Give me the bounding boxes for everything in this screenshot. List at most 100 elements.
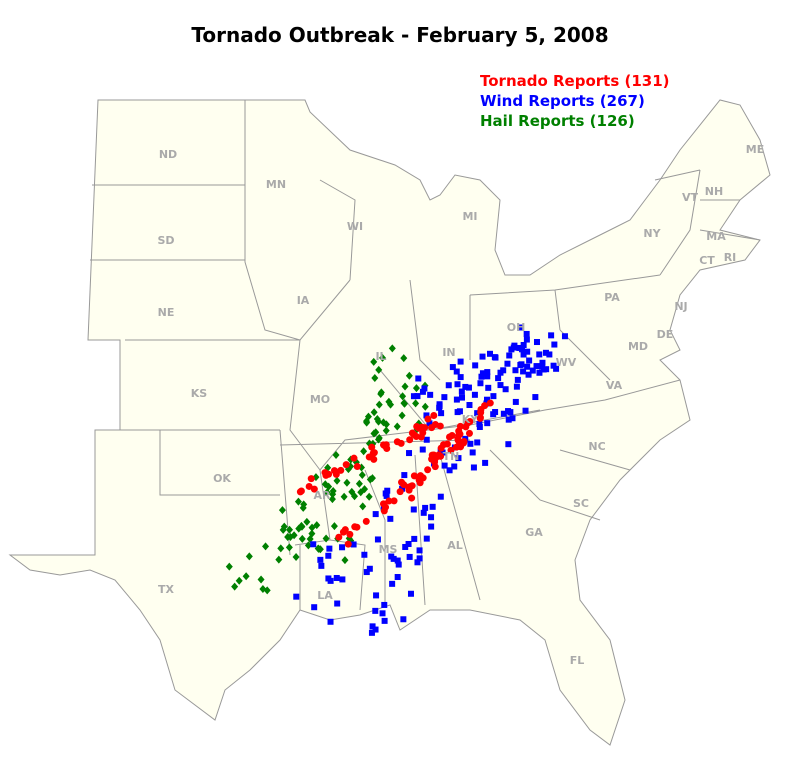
wind-marker	[410, 506, 417, 513]
hail-marker	[388, 344, 396, 353]
hail-marker	[360, 447, 368, 456]
tornado-marker	[353, 523, 361, 531]
wind-marker	[459, 394, 466, 401]
state-label: MI	[462, 210, 477, 223]
tornado-marker	[368, 443, 376, 451]
wind-marker	[561, 333, 568, 340]
wind-marker	[426, 420, 433, 427]
state-label: CT	[699, 254, 715, 267]
tornado-marker	[342, 461, 350, 469]
legend: Tornado Reports (131) Wind Reports (267) H…	[480, 72, 670, 130]
state-label: SC	[573, 497, 589, 510]
state-label: MO	[310, 393, 330, 406]
wind-marker	[476, 421, 483, 428]
wind-marker	[548, 332, 555, 339]
wind-marker	[406, 450, 413, 457]
tornado-marker	[369, 449, 377, 457]
hail-marker	[332, 451, 340, 460]
wind-marker	[469, 449, 476, 456]
tornado-marker	[408, 429, 416, 437]
state-label: VT	[682, 191, 699, 204]
wind-marker	[416, 547, 423, 554]
state-label: AR	[314, 489, 332, 502]
wind-marker	[458, 388, 465, 395]
legend-entry: Tornado Reports (131)	[480, 72, 670, 90]
wind-marker	[482, 459, 489, 466]
tornado-marker	[476, 414, 484, 422]
tornado-marker	[417, 433, 425, 441]
wind-marker	[492, 409, 499, 416]
state-label: MS	[379, 543, 398, 556]
state-label: KS	[191, 387, 208, 400]
wind-marker	[523, 330, 530, 337]
wind-marker	[485, 384, 492, 391]
wind-marker	[484, 373, 491, 380]
wind-marker	[372, 511, 379, 518]
wind-marker	[508, 346, 515, 353]
wind-marker	[439, 449, 446, 456]
state-label: VA	[606, 379, 623, 392]
wind-marker	[512, 398, 519, 405]
wind-marker	[401, 472, 408, 479]
wind-marker	[317, 556, 324, 563]
hail-marker	[304, 541, 312, 550]
hail-marker	[375, 417, 383, 426]
wind-marker	[540, 366, 547, 373]
hail-marker	[399, 392, 407, 401]
wind-marker	[406, 553, 413, 560]
wind-marker	[325, 575, 332, 582]
tornado-marker	[406, 436, 414, 444]
wind-marker	[369, 623, 376, 630]
tornado-marker	[424, 415, 432, 423]
wind-marker	[437, 493, 444, 500]
tornado-marker	[370, 455, 378, 463]
wind-marker	[310, 541, 317, 548]
tornado-marker	[335, 533, 343, 541]
hail-marker	[340, 492, 348, 501]
hail-marker	[277, 544, 285, 553]
hail-marker	[328, 495, 336, 504]
tornado-marker	[385, 497, 393, 505]
wind-marker	[407, 590, 414, 597]
hail-marker	[279, 525, 287, 534]
wind-marker	[523, 336, 530, 343]
hail-marker	[298, 534, 306, 543]
hail-marker	[375, 365, 383, 374]
wind-marker	[414, 559, 421, 566]
wind-marker	[522, 407, 529, 414]
hail-marker	[292, 552, 300, 561]
wind-marker	[529, 367, 536, 374]
wind-marker	[484, 396, 491, 403]
hail-marker	[379, 418, 387, 427]
wind-marker	[422, 504, 429, 511]
wind-marker	[526, 357, 533, 364]
wind-marker	[467, 440, 474, 447]
state-label: OH	[507, 321, 526, 334]
wind-marker	[311, 604, 318, 611]
hail-marker	[298, 522, 306, 531]
tornado-marker	[421, 424, 429, 432]
wind-marker	[551, 341, 558, 348]
tornado-marker	[454, 436, 462, 444]
wind-marker	[374, 536, 381, 543]
hail-marker	[382, 426, 390, 435]
wind-marker	[361, 551, 368, 558]
state-label: MN	[266, 178, 286, 191]
wind-marker	[474, 439, 481, 446]
tornado-marker	[408, 494, 416, 502]
wind-marker	[339, 576, 346, 583]
wind-marker	[411, 535, 418, 542]
hail-marker	[329, 490, 337, 499]
tornado-marker	[477, 409, 485, 417]
wind-marker	[484, 369, 491, 376]
tornado-marker	[428, 451, 436, 459]
wind-marker	[474, 410, 481, 417]
hail-marker	[245, 552, 253, 561]
state-label: TX	[158, 583, 175, 596]
tornado-marker	[407, 482, 415, 490]
state-label: ME	[746, 143, 764, 156]
wind-marker	[339, 544, 346, 551]
hail-marker	[375, 434, 383, 443]
tornado-marker	[390, 497, 398, 505]
hail-marker	[375, 400, 383, 409]
